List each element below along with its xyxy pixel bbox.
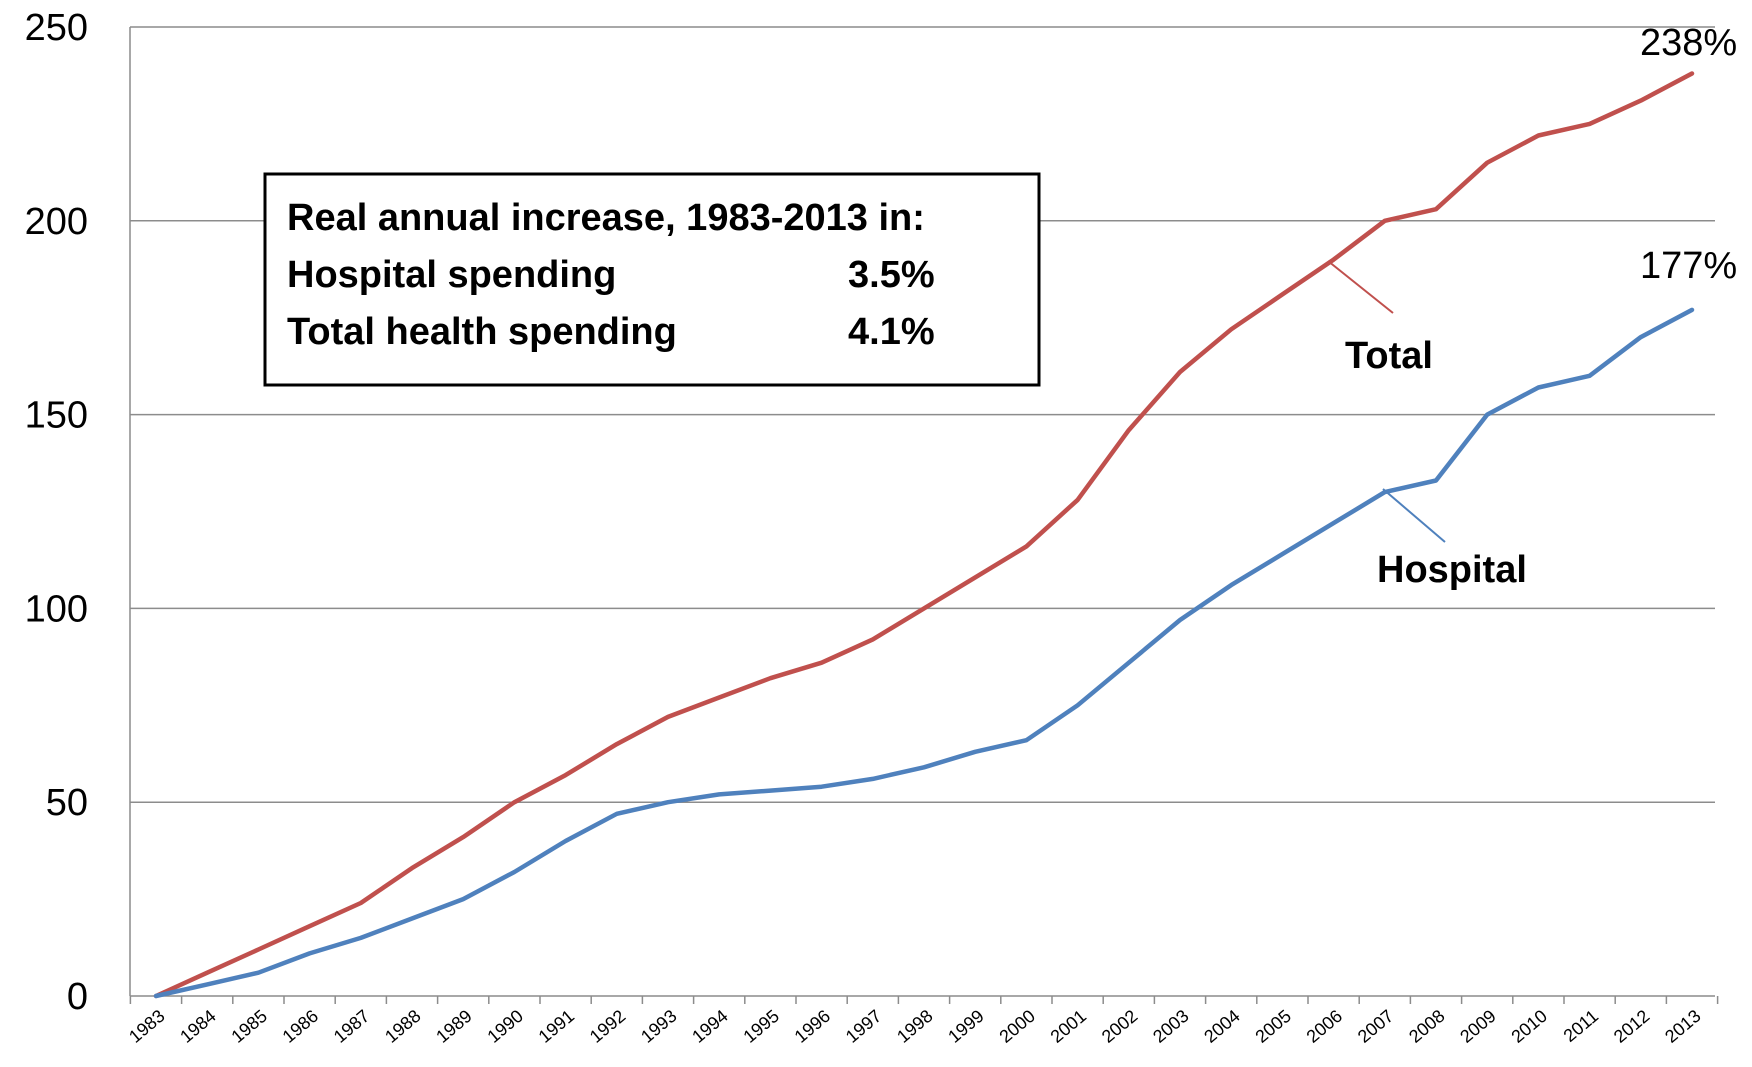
x-tick-label: 2012 <box>1610 1006 1654 1047</box>
x-tick-label: 1988 <box>381 1006 425 1047</box>
series-line-hospital <box>153 307 1695 999</box>
x-tick-label: 1986 <box>279 1006 323 1047</box>
x-tick-label: 2010 <box>1507 1006 1551 1047</box>
x-tick-label: 1992 <box>586 1006 630 1047</box>
x-tick-label: 2006 <box>1303 1006 1347 1047</box>
y-tick-label: 150 <box>25 395 88 437</box>
x-axis-ticks: 1983 1984 1985 1986 1987 1988 1989 1990 1991 1992… <box>125 996 1719 1047</box>
series-lines <box>153 71 1695 999</box>
annotation-hospital-label: Hospital spending <box>287 254 616 296</box>
x-tick-label: 2013 <box>1661 1006 1705 1047</box>
x-tick-label: 1987 <box>330 1006 374 1047</box>
annotation-hospital-value: 3.5% <box>848 254 935 296</box>
total-series-label: Total <box>1345 335 1433 377</box>
annotation-total-value: 4.1% <box>848 311 935 353</box>
annotation-title: Real annual increase, 1983-2013 in: <box>287 197 925 239</box>
x-tick-label: 2001 <box>1047 1006 1091 1047</box>
x-tick-label: 2000 <box>995 1006 1039 1047</box>
y-tick-label: 100 <box>25 588 88 630</box>
total-end-label: 238% <box>1640 22 1737 64</box>
axes <box>129 27 1715 997</box>
hospital-series-label: Hospital <box>1377 549 1527 591</box>
series-line-total <box>153 71 1695 999</box>
annotation-box-frame <box>263 172 1041 387</box>
y-tick-label: 50 <box>46 782 88 824</box>
x-tick-label: 2011 <box>1560 1006 1603 1046</box>
x-tick-label: 1990 <box>483 1006 527 1047</box>
x-tick-label: 2008 <box>1405 1006 1449 1047</box>
x-tick-label: 1994 <box>688 1006 732 1047</box>
y-tick-label: 200 <box>25 201 88 243</box>
x-tick-label: 2002 <box>1098 1006 1142 1047</box>
x-tick-label: 1996 <box>791 1006 835 1047</box>
x-tick-label: 1985 <box>227 1006 271 1047</box>
hospital-end-label: 177% <box>1640 245 1737 287</box>
x-tick-label: 1993 <box>637 1006 681 1047</box>
x-tick-label: 1999 <box>944 1006 988 1047</box>
y-tick-label: 250 <box>25 7 88 49</box>
total-leader-line <box>1327 260 1394 314</box>
annotation-total-label: Total health spending <box>287 311 677 353</box>
hospital-leader-line <box>1382 488 1446 543</box>
x-tick-label: 1995 <box>739 1006 783 1047</box>
x-tick-label: 1984 <box>176 1006 220 1047</box>
annotation-box: Real annual increase, 1983-2013 in: Hosp… <box>263 172 1041 387</box>
x-tick-label: 2005 <box>1251 1006 1295 1047</box>
x-tick-label: 1997 <box>842 1006 886 1047</box>
x-tick-label: 2009 <box>1456 1006 1500 1047</box>
x-tick-label: 1991 <box>535 1006 579 1047</box>
x-tick-label: 2007 <box>1354 1006 1398 1047</box>
x-tick-label: 2003 <box>1149 1006 1193 1047</box>
x-tick-label: 1989 <box>432 1006 476 1047</box>
y-tick-label: 0 <box>67 976 88 1018</box>
gridlines <box>130 26 1715 803</box>
y-axis-ticks: 0 50 100 150 200 250 <box>25 7 88 1018</box>
x-tick-label: 1983 <box>125 1006 169 1047</box>
x-tick-label: 1998 <box>893 1006 937 1047</box>
x-tick-label: 2004 <box>1200 1006 1244 1047</box>
